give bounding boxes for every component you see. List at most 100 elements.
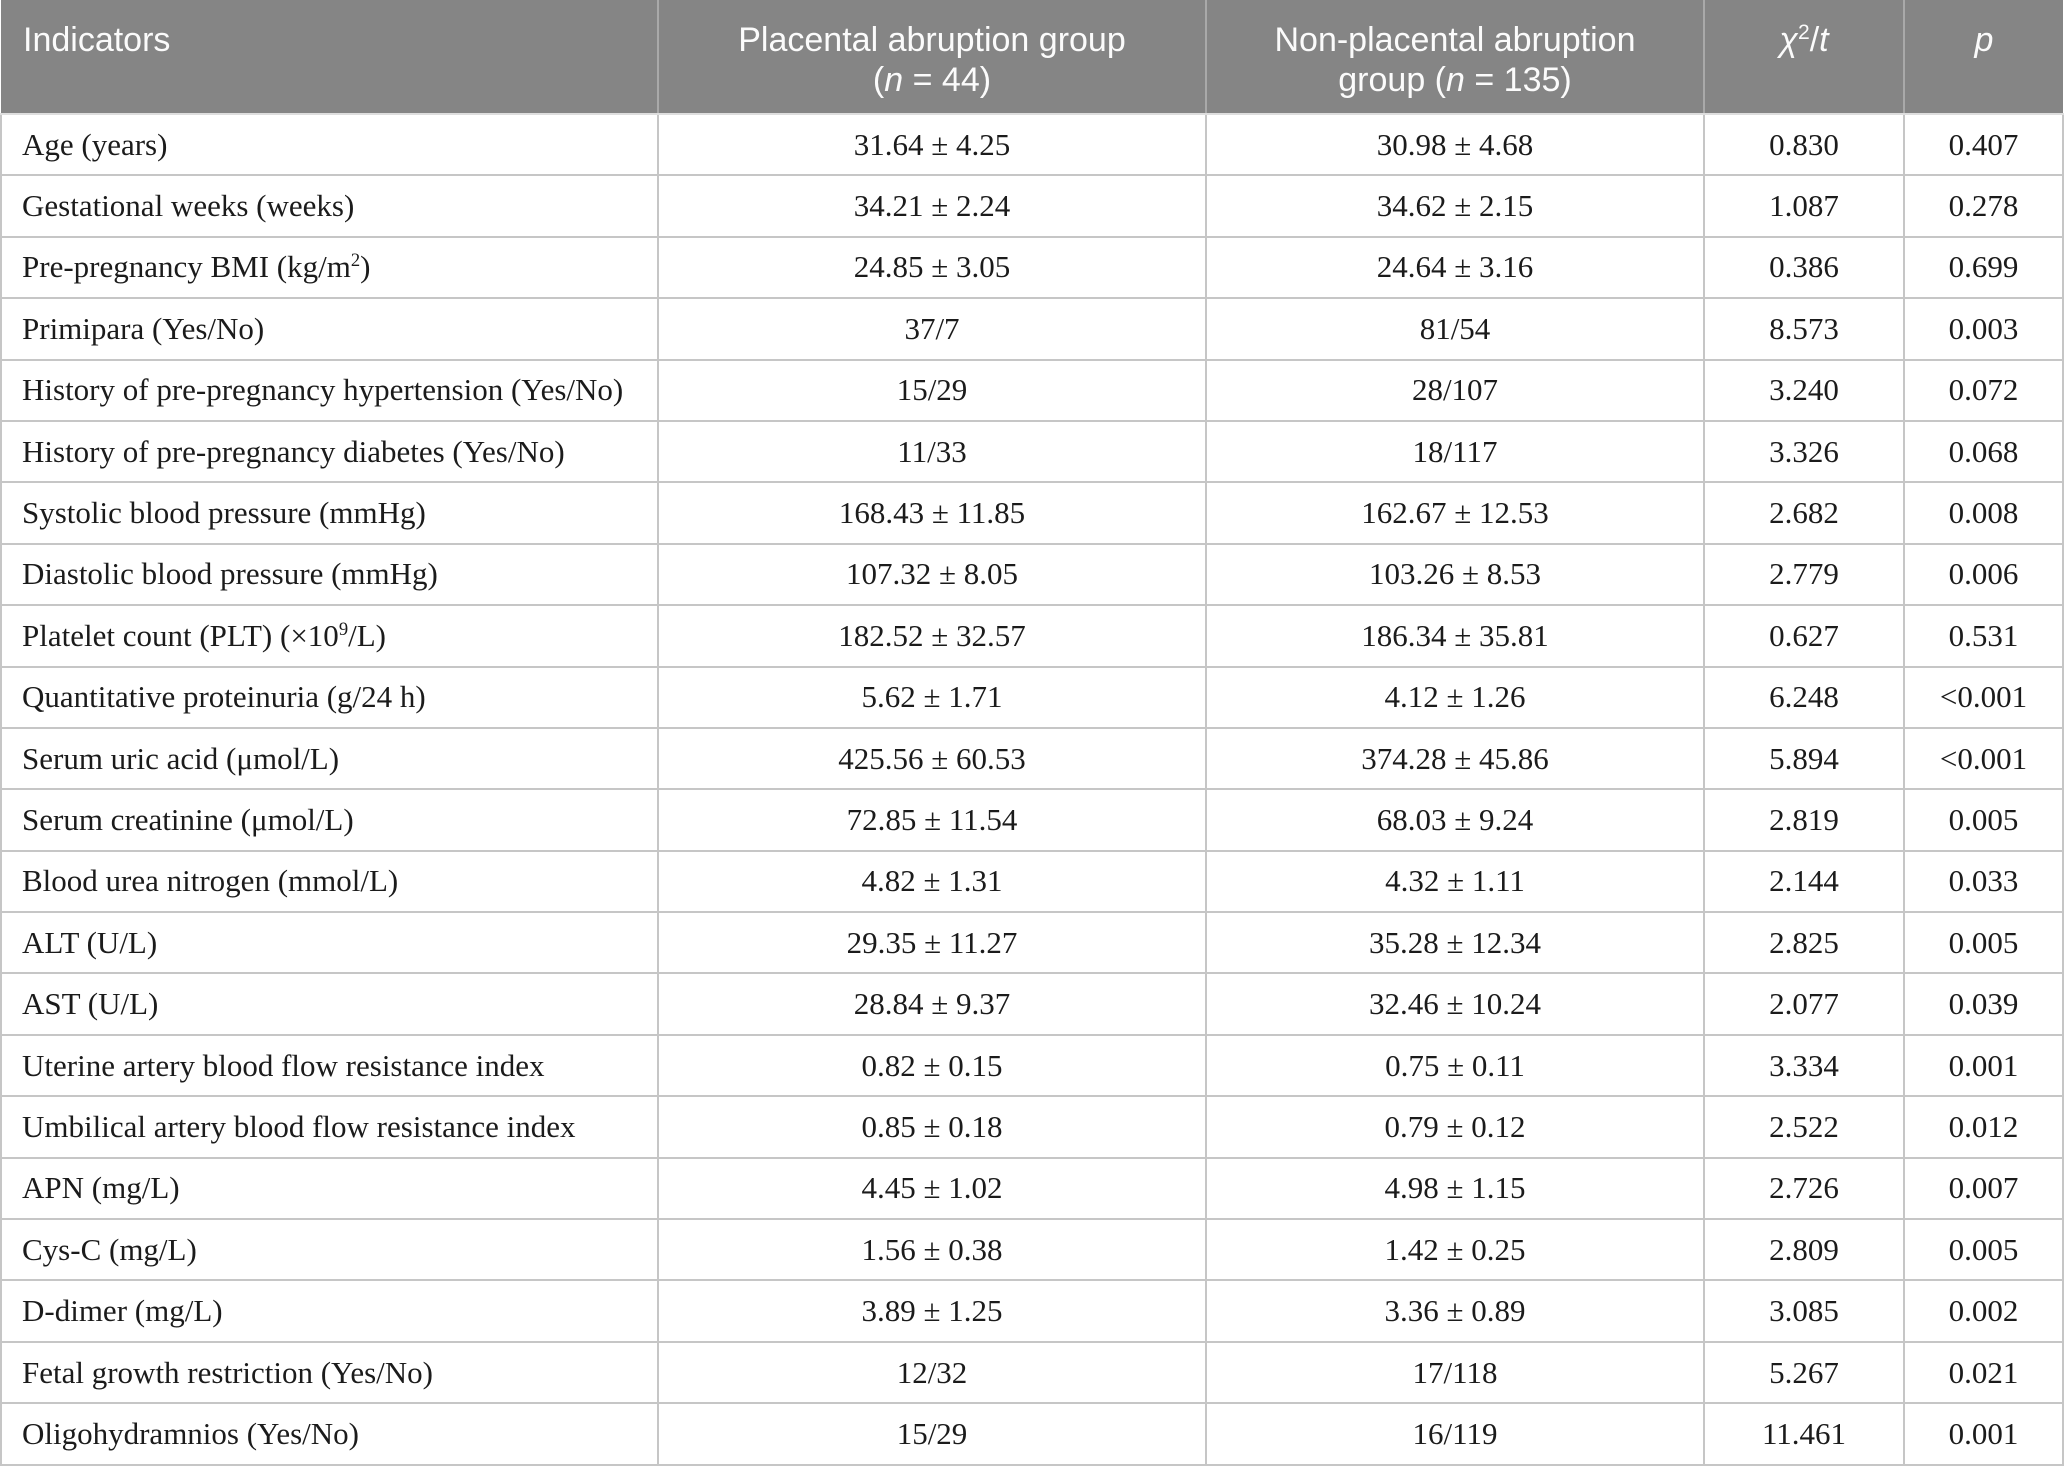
indicator-cell: ALT (U/L) (0, 912, 659, 975)
group2-value-cell: 16/119 (1205, 1403, 1705, 1466)
statistic-value-cell: 2.522 (1703, 1096, 1905, 1159)
indicator-cell: Serum uric acid (μmol/L) (0, 727, 659, 791)
col-header-indicators: Indicators (1, 0, 658, 115)
group1-value-cell: 15/29 (657, 359, 1207, 422)
statistic-value-cell: 5.894 (1703, 727, 1905, 791)
table-row: Gestational weeks (weeks) 34.21 ± 2.24 34.… (0, 175, 2064, 238)
table-row: ALT (U/L) 29.35 ± 11.27 35.28 ± 12.34 2.825… (0, 912, 2064, 975)
p-value-cell: 0.021 (1903, 1341, 2064, 1405)
group2-value-cell: 0.79 ± 0.12 (1205, 1096, 1705, 1159)
group2-value-cell: 4.32 ± 1.11 (1205, 850, 1705, 914)
statistic-value-cell: 0.627 (1703, 605, 1905, 668)
statistic-value-cell: 2.077 (1703, 973, 1905, 1036)
col-header-statistic: χ2/t (1703, 0, 1904, 115)
table-row: Uterine artery blood flow resistance ind… (0, 1034, 2064, 1098)
table-row: History of pre-pregnancy diabetes (Yes/N… (0, 420, 2064, 484)
p-value-cell: 0.002 (1903, 1280, 2064, 1343)
header-row: Indicators Placental abruption group (n … (1, 0, 2063, 115)
group1-value-cell: 34.21 ± 2.24 (657, 175, 1207, 238)
group1-value-cell: 425.56 ± 60.53 (657, 727, 1207, 791)
group2-value-cell: 103.26 ± 8.53 (1205, 543, 1705, 607)
group2-value-cell: 32.46 ± 10.24 (1205, 973, 1705, 1036)
group1-value-cell: 168.43 ± 11.85 (657, 482, 1207, 545)
table-row: Pre-pregnancy BMI (kg/m2) 24.85 ± 3.05 24.… (0, 236, 2064, 300)
group2-value-cell: 162.67 ± 12.53 (1205, 482, 1705, 545)
statistic-value-cell: 2.726 (1703, 1157, 1905, 1221)
table-row: Cys-C (mg/L) 1.56 ± 0.38 1.42 ± 0.25 2.809 0… (0, 1219, 2064, 1282)
table-header: Indicators Placental abruption group (n … (1, 0, 2063, 115)
indicator-cell: Gestational weeks (weeks) (0, 175, 659, 238)
p-value-cell: 0.531 (1903, 605, 2064, 668)
indicator-cell: Cys-C (mg/L) (0, 1219, 659, 1282)
statistic-value-cell: 5.267 (1703, 1341, 1905, 1405)
group2-value-cell: 374.28 ± 45.86 (1205, 727, 1705, 791)
p-value-cell: 0.005 (1903, 1219, 2064, 1282)
table-row: Serum uric acid (μmol/L) 425.56 ± 60.53 37… (0, 727, 2064, 791)
group1-value-cell: 28.84 ± 9.37 (657, 973, 1207, 1036)
group1-n-count: (n = 44) (872, 61, 992, 100)
group1-value-cell: 37/7 (657, 298, 1207, 361)
group2-value-cell: 4.12 ± 1.26 (1205, 666, 1705, 729)
group2-value-cell: 68.03 ± 9.24 (1205, 789, 1705, 852)
indicator-cell: Primipara (Yes/No) (0, 298, 659, 361)
table-row: Umbilical artery blood flow resistance i… (0, 1096, 2064, 1159)
group2-value-cell: 18/117 (1205, 420, 1705, 484)
statistic-value-cell: 8.573 (1703, 298, 1905, 361)
statistic-value-cell: 3.240 (1703, 359, 1905, 422)
table-row: Primipara (Yes/No) 37/7 81/54 8.573 0.003 (0, 298, 2064, 361)
indicator-cell: Platelet count (PLT) (×109/L) (0, 605, 659, 668)
group1-value-cell: 31.64 ± 4.25 (657, 114, 1207, 177)
p-value-cell: 0.012 (1903, 1096, 2064, 1159)
col-header-nonplacental-group: Non-placental abruption group (n = 135) (1205, 0, 1704, 115)
table-row: D-dimer (mg/L) 3.89 ± 1.25 3.36 ± 0.89 3.08… (0, 1280, 2064, 1343)
indicator-cell: APN (mg/L) (0, 1157, 659, 1221)
group1-value-cell: 29.35 ± 11.27 (657, 912, 1207, 975)
group2-value-cell: 0.75 ± 0.11 (1205, 1034, 1705, 1098)
statistic-value-cell: 11.461 (1703, 1403, 1905, 1466)
p-value-cell: 0.001 (1903, 1034, 2064, 1098)
group2-value-cell: 3.36 ± 0.89 (1205, 1280, 1705, 1343)
group1-value-cell: 11/33 (657, 420, 1207, 484)
group2-value-cell: 35.28 ± 12.34 (1205, 912, 1705, 975)
group2-value-cell: 4.98 ± 1.15 (1205, 1157, 1705, 1221)
group1-value-cell: 0.82 ± 0.15 (657, 1034, 1207, 1098)
table-row: History of pre-pregnancy hypertension (Y… (0, 359, 2064, 422)
indicator-cell: Blood urea nitrogen (mmol/L) (0, 850, 659, 914)
indicator-cell: AST (U/L) (0, 973, 659, 1036)
group1-value-cell: 5.62 ± 1.71 (657, 666, 1207, 729)
table-row: Fetal growth restriction (Yes/No) 12/32 17… (0, 1341, 2064, 1405)
group1-value-cell: 107.32 ± 8.05 (657, 543, 1207, 607)
group1-value-cell: 1.56 ± 0.38 (657, 1219, 1207, 1282)
p-value-cell: 0.068 (1903, 420, 2064, 484)
group2-value-cell: 81/54 (1205, 298, 1705, 361)
statistic-value-cell: 2.809 (1703, 1219, 1905, 1282)
table-row: Quantitative proteinuria (g/24 h) 5.62 ± … (0, 666, 2064, 729)
group2-value-cell: 34.62 ± 2.15 (1205, 175, 1705, 238)
indicator-cell: Age (years) (0, 114, 659, 177)
indicator-cell: Quantitative proteinuria (g/24 h) (0, 666, 659, 729)
group1-value-cell: 15/29 (657, 1403, 1207, 1466)
statistic-value-cell: 6.248 (1703, 666, 1905, 729)
statistic-value-cell: 0.830 (1703, 114, 1905, 177)
table-body: Age (years) 31.64 ± 4.25 30.98 ± 4.68 0.830… (0, 114, 2064, 1466)
indicator-cell: Diastolic blood pressure (mmHg) (0, 543, 659, 607)
p-value-cell: 0.278 (1903, 175, 2064, 238)
group1-value-cell: 72.85 ± 11.54 (657, 789, 1207, 852)
group2-value-cell: 24.64 ± 3.16 (1205, 236, 1705, 300)
table-row: Age (years) 31.64 ± 4.25 30.98 ± 4.68 0.830… (0, 114, 2064, 177)
statistic-value-cell: 3.085 (1703, 1280, 1905, 1343)
table-row: Blood urea nitrogen (mmol/L) 4.82 ± 1.31 4… (0, 850, 2064, 914)
group1-value-cell: 0.85 ± 0.18 (657, 1096, 1207, 1159)
group2-n-count: group (n = 135) (1338, 61, 1572, 100)
statistic-value-cell: 2.819 (1703, 789, 1905, 852)
table-row: Oligohydramnios (Yes/No) 15/29 16/119 11.46… (0, 1403, 2064, 1466)
group2-title: Non-placental abruption (1274, 21, 1636, 59)
statistic-value-cell: 0.386 (1703, 236, 1905, 300)
group2-value-cell: 1.42 ± 0.25 (1205, 1219, 1705, 1282)
table-row: APN (mg/L) 4.45 ± 1.02 4.98 ± 1.15 2.726 0.0… (0, 1157, 2064, 1221)
p-value-cell: 0.699 (1903, 236, 2064, 300)
statistic-value-cell: 3.334 (1703, 1034, 1905, 1098)
indicator-cell: Pre-pregnancy BMI (kg/m2) (0, 236, 659, 300)
p-value-cell: <0.001 (1903, 727, 2064, 791)
